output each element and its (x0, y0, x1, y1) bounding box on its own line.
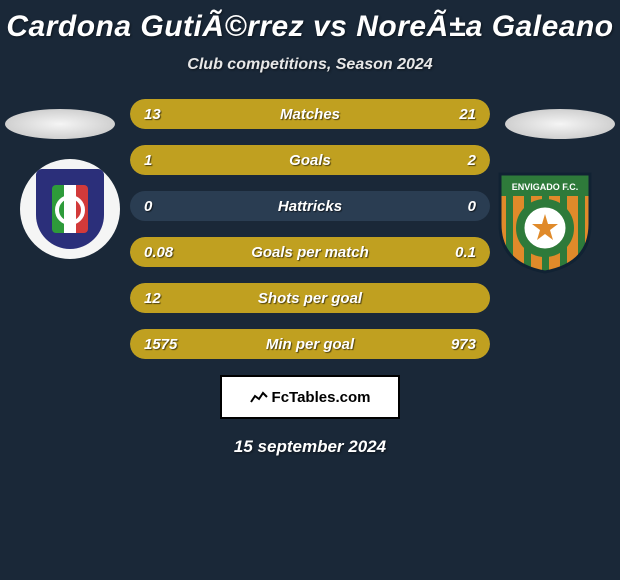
stat-row: 12Shots per goal (130, 283, 490, 313)
page-subtitle: Club competitions, Season 2024 (0, 56, 620, 74)
envigado-shield-icon: ENVIGADO F.C. (490, 164, 600, 274)
stat-row: 00Hattricks (130, 191, 490, 221)
stats-list: 1321Matches 12Goals 00Hattricks 0.080.1Goal… (130, 99, 490, 359)
stat-label: Hattricks (130, 198, 490, 215)
stat-label: Goals (130, 152, 490, 169)
player-right-photo (505, 109, 615, 139)
club-logo-right: ENVIGADO F.C. (490, 164, 600, 274)
fctables-badge: FcTables.com (220, 375, 400, 419)
fctables-logo-icon (250, 390, 268, 404)
footer-date: 15 september 2024 (0, 437, 620, 457)
stat-label: Shots per goal (130, 290, 490, 307)
player-left-photo (5, 109, 115, 139)
fctables-text: FcTables.com (272, 389, 371, 406)
stat-row: 0.080.1Goals per match (130, 237, 490, 267)
svg-text:ENVIGADO F.C.: ENVIGADO F.C. (512, 182, 579, 192)
comparison-panel: ENVIGADO F.C. 1321Matches 12Goals 00Hattri… (0, 99, 620, 457)
stat-row: 12Goals (130, 145, 490, 175)
stat-label: Min per goal (130, 336, 490, 353)
page-title: Cardona GutiÃ©rrez vs NoreÃ±a Galeano (0, 0, 620, 44)
once-caldas-shield-icon (36, 169, 104, 249)
stat-label: Goals per match (130, 244, 490, 261)
stat-row: 1575973Min per goal (130, 329, 490, 359)
stat-row: 1321Matches (130, 99, 490, 129)
stat-label: Matches (130, 106, 490, 123)
club-logo-left (20, 159, 120, 259)
